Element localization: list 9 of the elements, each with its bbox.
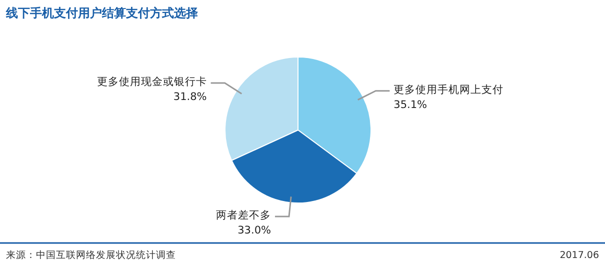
data-label: 31.8% xyxy=(173,90,207,103)
chart-title: 线下手机支付用户结算支付方式选择 xyxy=(5,6,198,20)
data-label: 35.1% xyxy=(394,98,428,111)
text: 2017.06 xyxy=(560,250,599,261)
source-note: 来源：中国互联网络发展状况统计调查 xyxy=(6,249,176,261)
slice-label: 更多使用现金或银行卡 xyxy=(96,74,207,88)
slice-label: 更多使用手机网上支付 xyxy=(394,82,504,96)
data-label: 33.0% xyxy=(238,224,272,237)
slice-label: 两者差不多 xyxy=(216,208,271,222)
